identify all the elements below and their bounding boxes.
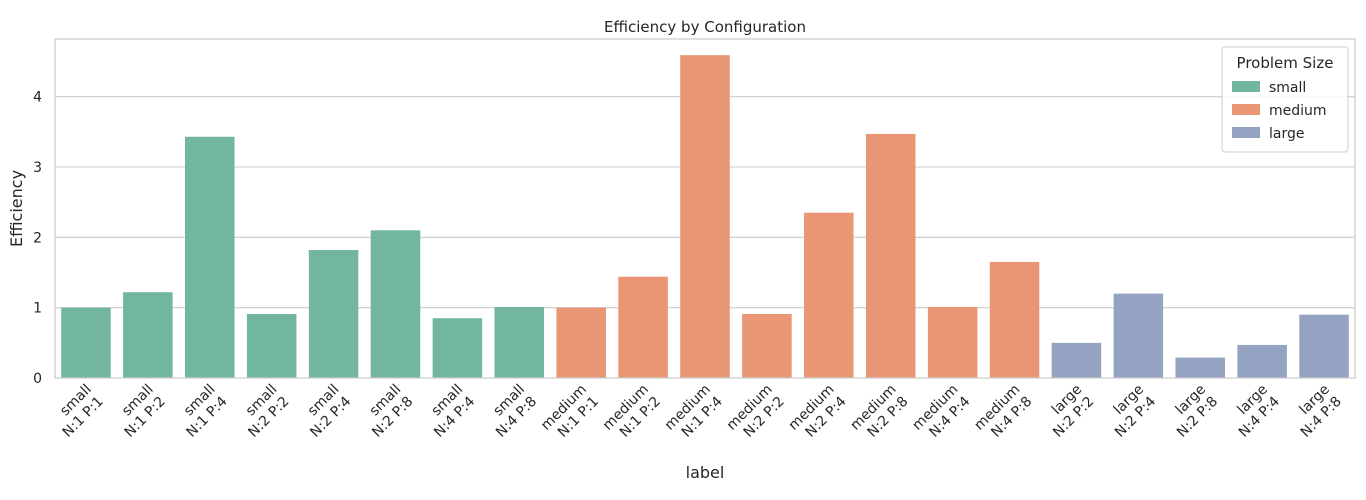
- bar-large: [1113, 293, 1164, 378]
- plot-frame: [54, 38, 1356, 379]
- bar-large: [1237, 344, 1287, 378]
- bar-large: [1051, 342, 1102, 378]
- bars: [61, 55, 1349, 378]
- y-axis-label: Efficiency: [7, 170, 26, 247]
- legend-label-small: small: [1269, 80, 1306, 96]
- y-tick-label: 3: [33, 160, 42, 176]
- bar-small: [246, 313, 297, 378]
- bar-small: [308, 249, 359, 378]
- legend-label-medium: medium: [1269, 103, 1327, 119]
- legend: Problem Size small medium large: [1221, 46, 1349, 153]
- bar-medium: [680, 55, 730, 378]
- legend-entries: small medium large: [1232, 80, 1327, 142]
- legend-label-large: large: [1269, 126, 1304, 142]
- bar-small: [494, 306, 545, 378]
- legend-title: Problem Size: [1237, 54, 1334, 72]
- bar-medium: [927, 306, 978, 378]
- y-tick-label: 2: [33, 230, 42, 246]
- bar-large: [1175, 357, 1225, 378]
- bar-medium: [742, 313, 792, 378]
- bar-large: [1299, 314, 1349, 378]
- bar-small: [432, 318, 483, 378]
- bar-medium: [865, 133, 916, 378]
- bar-small: [61, 307, 111, 378]
- chart-title: Efficiency by Configuration: [604, 18, 806, 36]
- y-tick-label: 1: [33, 301, 42, 317]
- bar-small: [185, 136, 235, 378]
- bar-small: [123, 292, 173, 378]
- bar-medium: [556, 307, 606, 378]
- legend-swatch-small: [1232, 81, 1260, 92]
- bar-medium: [804, 212, 854, 378]
- y-tick-label: 4: [33, 90, 42, 106]
- legend-box: [1221, 46, 1349, 153]
- y-tick-label: 0: [33, 371, 42, 387]
- y-tick-labels: 0 1 2 3 4: [33, 90, 42, 387]
- legend-swatch-large: [1232, 127, 1260, 138]
- legend-swatch-medium: [1232, 104, 1260, 115]
- x-axis-label: label: [686, 463, 725, 482]
- bar-small: [370, 230, 421, 378]
- bar-medium: [618, 276, 668, 378]
- bar-medium: [989, 261, 1040, 378]
